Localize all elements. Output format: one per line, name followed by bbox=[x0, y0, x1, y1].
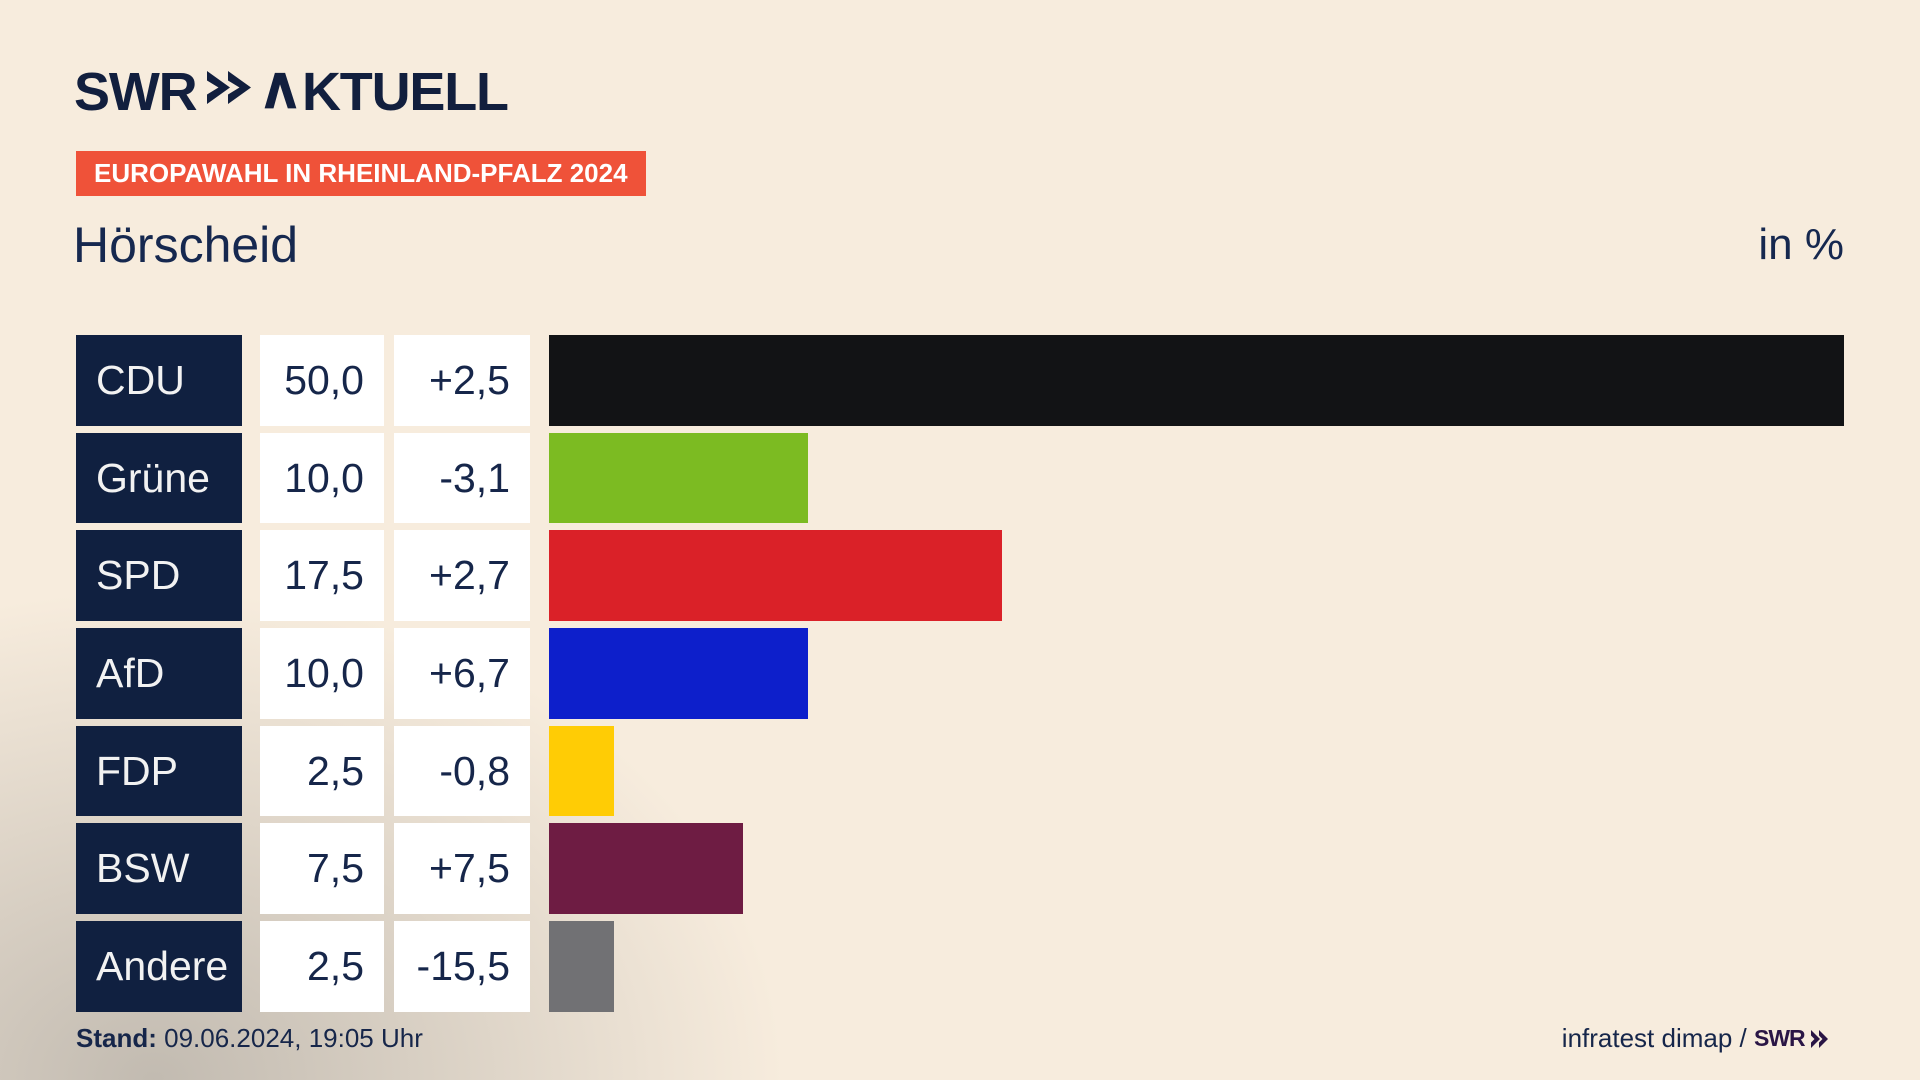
svg-text:KTUELL: KTUELL bbox=[302, 64, 508, 120]
svg-text:SWR: SWR bbox=[1754, 1026, 1806, 1051]
svg-text:SWR: SWR bbox=[74, 64, 197, 120]
